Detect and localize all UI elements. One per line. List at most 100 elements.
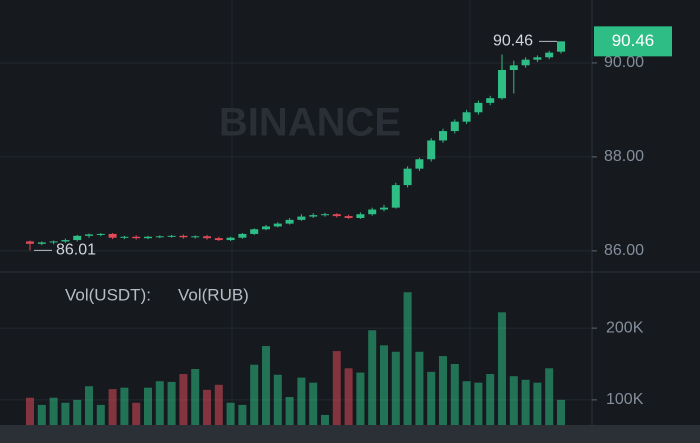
candle-body	[486, 98, 495, 103]
candle-body	[545, 52, 554, 58]
volume-bar	[415, 351, 424, 425]
volume-bar	[486, 374, 495, 425]
candle-body	[96, 233, 105, 235]
candle-body	[509, 65, 518, 70]
volume-bar	[26, 397, 34, 425]
candle-body	[380, 207, 388, 210]
candle-body	[439, 131, 447, 141]
candle-body	[203, 236, 211, 239]
volume-bar	[368, 330, 377, 425]
volume-bar	[509, 376, 518, 425]
volume-bar	[439, 356, 447, 425]
watermark: BINANCE	[219, 101, 401, 145]
candle-body	[521, 59, 530, 66]
candle-body	[167, 235, 176, 237]
candle-body	[250, 229, 259, 234]
candle-body	[557, 41, 565, 52]
volume-bar	[203, 389, 211, 425]
candle-body	[368, 209, 377, 215]
candle-body	[179, 235, 188, 238]
volume-title: Vol(USDT):	[65, 285, 151, 304]
volume-bar	[96, 404, 105, 425]
scrollbar	[0, 425, 700, 443]
volume-bar	[498, 312, 506, 425]
volume-bar	[144, 387, 152, 425]
candle-body	[238, 233, 247, 238]
volume-bar	[285, 397, 294, 425]
volume-tick-label: 100K	[606, 391, 644, 408]
candle-body	[415, 159, 424, 169]
volume-bar	[85, 386, 93, 425]
volume-bar	[214, 384, 223, 425]
candle-body	[191, 236, 200, 238]
candle-body	[108, 233, 117, 238]
last-price-tag	[594, 26, 672, 57]
candle-body	[403, 168, 412, 186]
candle-body	[356, 214, 365, 218]
candle-body	[132, 236, 141, 239]
volume-bar	[391, 351, 400, 425]
candle-body	[391, 185, 400, 208]
volume-bar	[61, 402, 70, 425]
volume-bar	[321, 414, 329, 425]
candle-body	[297, 216, 306, 220]
candle-body	[61, 240, 70, 242]
volume-bar	[474, 382, 483, 425]
candle-body	[155, 236, 164, 238]
low-marker-label: 86.01	[56, 242, 96, 259]
volume-bar	[155, 381, 164, 425]
y-tick-label: 88.00	[604, 148, 644, 165]
volume-bar	[427, 371, 436, 425]
volume-bar	[403, 292, 412, 425]
candle-body	[474, 102, 483, 113]
volume-bar	[557, 399, 565, 425]
candle-body	[321, 214, 329, 216]
candle-body	[427, 140, 436, 160]
volume-bar	[533, 382, 542, 425]
volume-bar	[37, 404, 46, 425]
candle-body	[498, 69, 506, 99]
candle-body	[49, 241, 58, 243]
candle-body	[285, 219, 294, 224]
candle-body	[450, 121, 459, 132]
volume-bar	[262, 346, 270, 425]
candle-body	[533, 57, 542, 60]
volume-bar	[191, 369, 200, 425]
volume-bar	[108, 389, 117, 425]
volume-bar	[273, 374, 282, 425]
volume-bar	[226, 402, 235, 425]
volume-bar	[250, 364, 259, 425]
candle-body	[214, 238, 223, 241]
candle-body	[37, 242, 46, 244]
high-marker-label: 90.46	[493, 33, 533, 50]
volume-bar	[344, 368, 353, 425]
volume-bar	[332, 351, 341, 425]
volume-subtitle: Vol(RUB)	[178, 285, 249, 304]
volume-bar	[450, 363, 459, 425]
volume-bar	[356, 372, 365, 425]
candle-body	[144, 236, 152, 239]
volume-bar	[545, 368, 554, 425]
candle-body	[273, 223, 282, 227]
volume-bar	[167, 381, 176, 425]
candle-body	[120, 236, 129, 238]
volume-bar	[120, 387, 129, 425]
volume-tick-label: 200K	[606, 319, 644, 336]
volume-bar	[462, 381, 471, 425]
volume-bar	[179, 374, 188, 425]
volume-bar	[238, 404, 247, 425]
volume-bar	[521, 379, 530, 425]
volume-bar	[297, 377, 306, 425]
volume-bar	[309, 382, 318, 425]
candle-body	[73, 235, 82, 241]
candle-body	[85, 234, 93, 236]
volume-bar	[49, 397, 58, 425]
volume-bar	[380, 345, 388, 425]
candle-body	[332, 214, 341, 217]
volume-bar	[73, 399, 82, 425]
candle-body	[344, 216, 353, 218]
last-price-label: 90.46	[612, 31, 655, 50]
y-tick-label: 86.00	[604, 242, 644, 259]
volume-bar	[132, 402, 141, 425]
